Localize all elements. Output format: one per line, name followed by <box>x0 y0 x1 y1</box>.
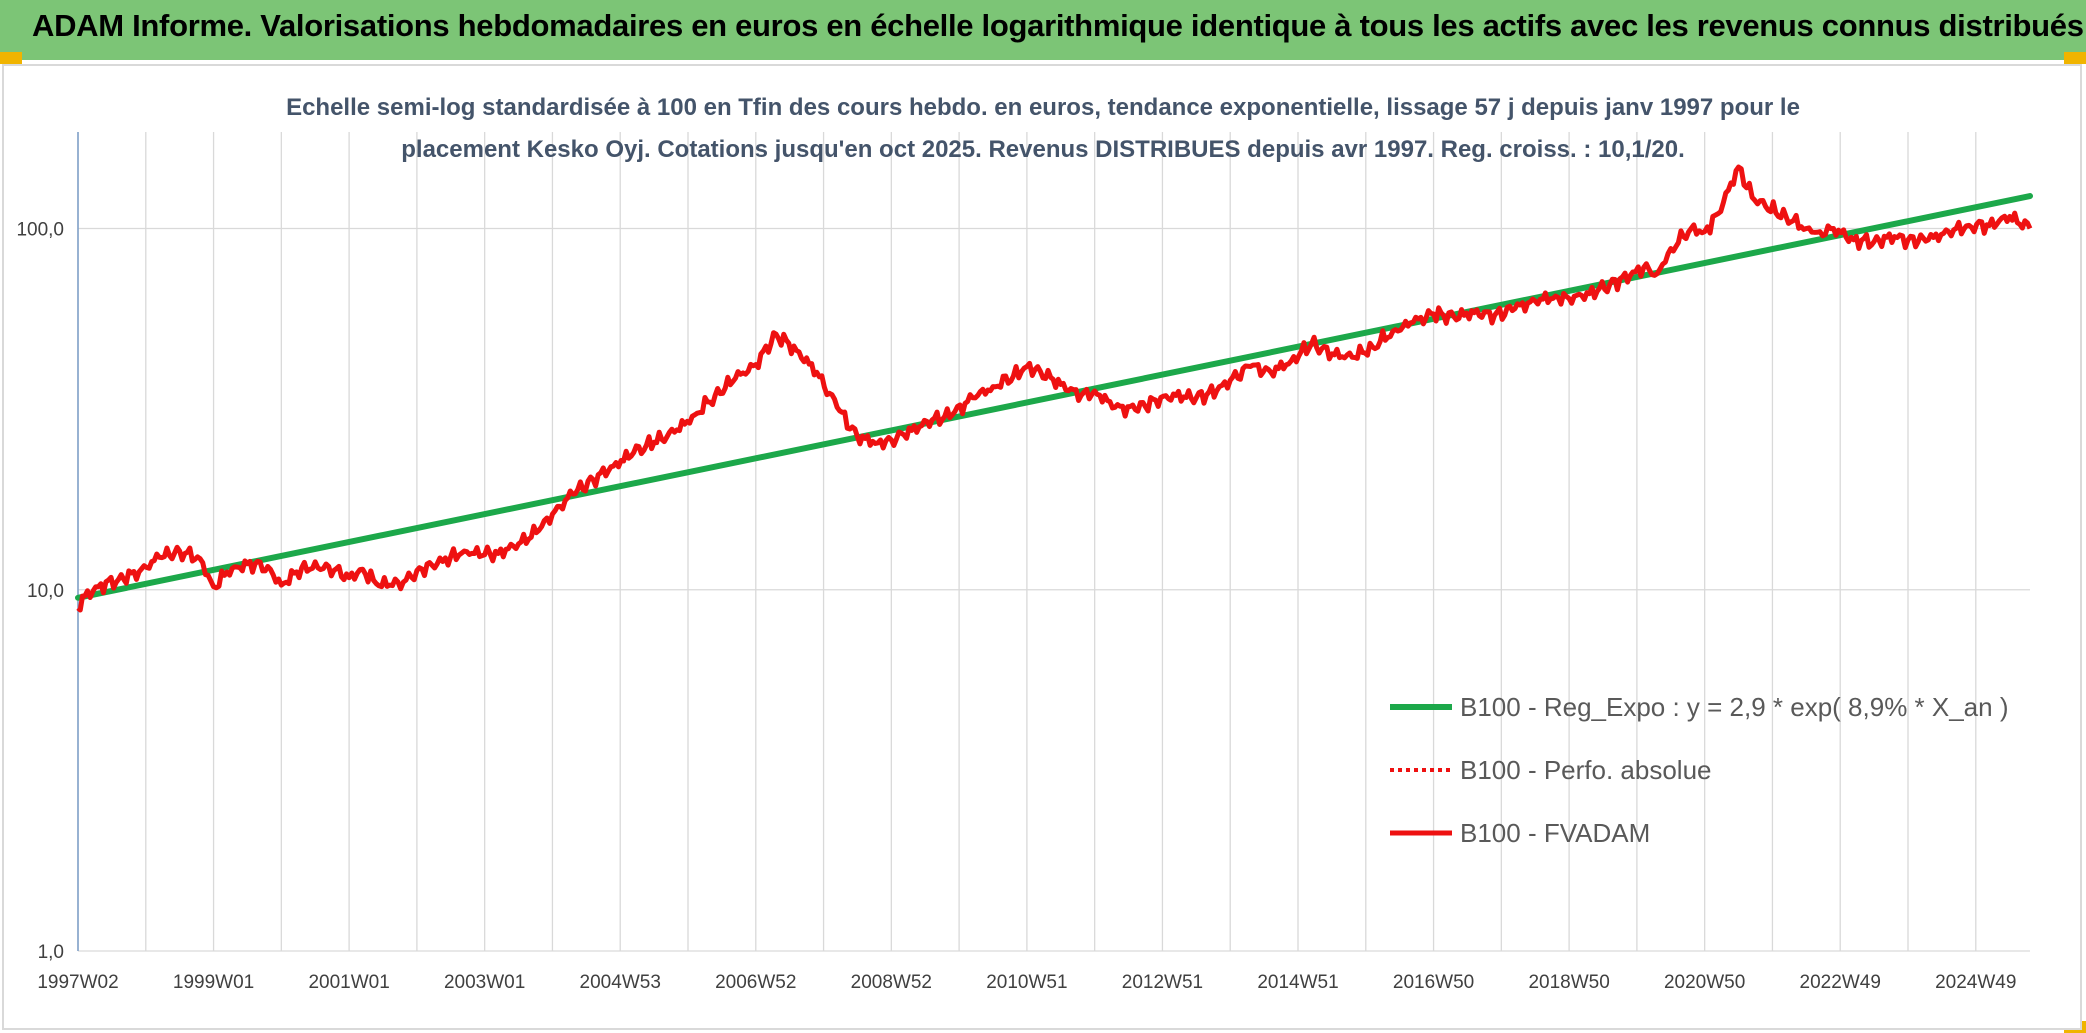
x-tick-label: 2008W52 <box>851 972 932 993</box>
x-tick-label: 2018W50 <box>1528 972 1609 993</box>
corner-marker <box>2064 52 2086 64</box>
legend-label: B100 - FVADAM <box>1460 818 1650 848</box>
chart-frame: 1,0 10,0 100,0 1997W02 1999W01 2001W01 2003W0… <box>2 64 2082 1030</box>
y-tick-labels: 1,0 10,0 100,0 <box>16 220 64 963</box>
x-tick-labels: 1997W02 1999W01 2001W01 2003W01 2004W53 2006W… <box>37 972 2016 993</box>
chart-svg: 1,0 10,0 100,0 1997W02 1999W01 2001W01 2003W0… <box>16 94 2033 993</box>
x-tick-label: 2022W49 <box>1800 972 1881 993</box>
x-tick-label: 2003W01 <box>444 972 525 993</box>
series-line-fvadam <box>76 164 2033 613</box>
series-layer <box>75 164 2033 613</box>
y-tick-label: 100,0 <box>16 220 64 241</box>
series-line-regression <box>75 193 2033 601</box>
y-tick-label: 10,0 <box>27 581 64 602</box>
y-gridlines <box>78 227 2030 952</box>
y-tick-label: 1,0 <box>38 942 64 963</box>
x-tick-label: 2024W49 <box>1935 972 2016 993</box>
x-tick-label: 2006W52 <box>715 972 796 993</box>
x-tick-label: 1999W01 <box>173 972 254 993</box>
legend-label: B100 - Reg_Expo : y = 2,9 * exp( 8,9% * … <box>1460 692 2009 722</box>
x-tick-label: 2004W53 <box>580 972 661 993</box>
page-title: ADAM Informe. Valorisations hebdomadaire… <box>32 8 2084 43</box>
corner-marker <box>0 52 22 64</box>
x-tick-label: 1997W02 <box>37 972 118 993</box>
header-bar: ADAM Informe. Valorisations hebdomadaire… <box>0 0 2086 60</box>
chart-title-line-1: Echelle semi-log standardisée à 100 en T… <box>286 94 1800 121</box>
x-tick-label: 2001W01 <box>308 972 389 993</box>
x-tick-label: 2010W51 <box>986 972 1067 993</box>
legend: B100 - Reg_Expo : y = 2,9 * exp( 8,9% * … <box>1390 692 2009 848</box>
chart-title-line-2: placement Kesko Oyj. Cotations jusqu'en … <box>401 136 1685 163</box>
legend-label: B100 - Perfo. absolue <box>1460 755 1712 785</box>
x-tick-label: 2020W50 <box>1664 972 1745 993</box>
x-tick-label: 2014W51 <box>1257 972 1338 993</box>
x-tick-label: 2016W50 <box>1393 972 1474 993</box>
x-tick-label: 2012W51 <box>1122 972 1203 993</box>
